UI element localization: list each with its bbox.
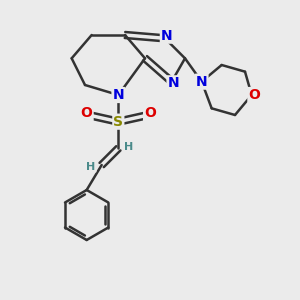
Text: H: H: [124, 142, 134, 152]
Text: O: O: [144, 106, 156, 120]
Text: N: N: [196, 75, 208, 89]
Text: S: S: [113, 115, 123, 129]
Text: N: N: [167, 76, 179, 90]
Text: H: H: [86, 162, 96, 172]
Text: N: N: [161, 29, 172, 43]
Text: O: O: [248, 88, 260, 102]
Text: N: N: [112, 88, 124, 102]
Text: O: O: [81, 106, 93, 120]
